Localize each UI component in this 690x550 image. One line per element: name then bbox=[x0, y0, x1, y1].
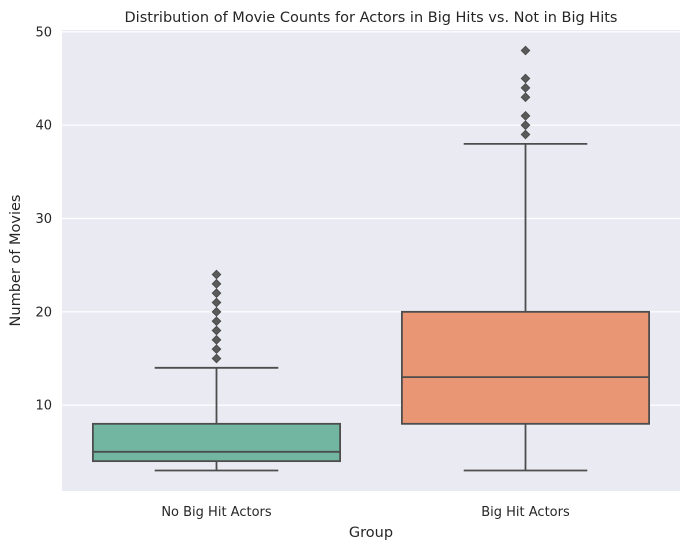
y-tick-label: 40 bbox=[35, 119, 52, 134]
outlier-point bbox=[211, 353, 222, 364]
y-tick-label: 30 bbox=[35, 212, 52, 227]
box-series bbox=[92, 45, 650, 472]
outlier-point bbox=[211, 297, 222, 308]
y-tick-label: 20 bbox=[35, 305, 52, 320]
outlier-point bbox=[211, 306, 222, 317]
box-group bbox=[400, 45, 650, 472]
outlier-point bbox=[520, 73, 531, 84]
iqr-box bbox=[400, 310, 650, 425]
outlier-point bbox=[211, 344, 222, 355]
outlier-point bbox=[211, 288, 222, 299]
outlier-point bbox=[211, 269, 222, 280]
outlier-point bbox=[520, 82, 531, 93]
x-axis-label: Group bbox=[349, 525, 393, 541]
y-tick-label: 50 bbox=[35, 25, 52, 40]
y-tick-label: 10 bbox=[35, 399, 52, 414]
iqr-box bbox=[92, 422, 341, 463]
outlier-point bbox=[211, 316, 222, 327]
y-axis-ticks: 10 20 30 40 50 bbox=[35, 25, 52, 413]
outlier-point bbox=[211, 325, 222, 336]
y-axis-label: Number of Movies bbox=[8, 195, 24, 327]
x-tick-label: Big Hit Actors bbox=[481, 505, 570, 520]
outlier-point bbox=[520, 45, 531, 56]
x-axis-ticks: No Big Hit Actors Big Hit Actors bbox=[161, 505, 570, 520]
outlier-point bbox=[520, 120, 531, 131]
outlier-point bbox=[520, 110, 531, 121]
chart-title: Distribution of Movie Counts for Actors … bbox=[125, 10, 618, 26]
box-group bbox=[92, 269, 341, 472]
x-tick-label: No Big Hit Actors bbox=[161, 505, 272, 520]
outlier-point bbox=[211, 334, 222, 345]
outlier-point bbox=[520, 92, 531, 103]
outlier-point bbox=[520, 129, 531, 140]
outlier-point bbox=[211, 278, 222, 289]
